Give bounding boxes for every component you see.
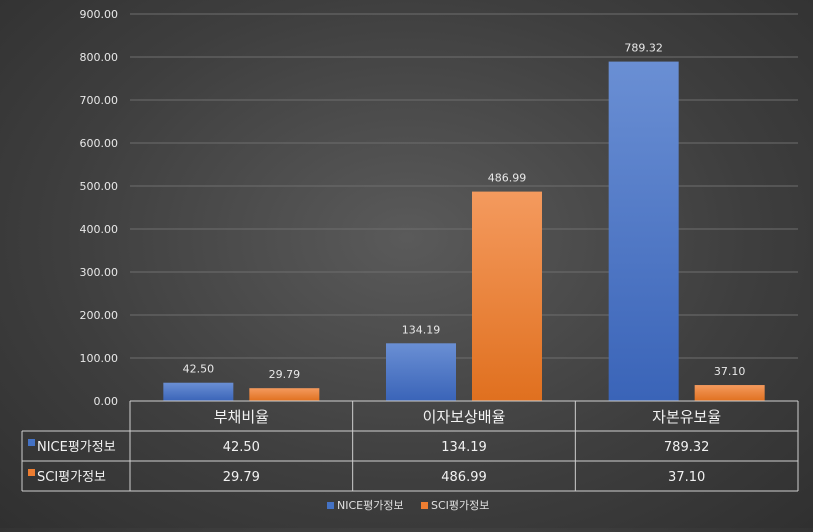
table-cell: 134.19 — [441, 440, 487, 455]
series-row-label: SCI평가정보 — [37, 470, 106, 485]
y-tick-label: 800.00 — [80, 51, 119, 64]
table-cell: 37.10 — [668, 470, 705, 485]
bars — [163, 61, 765, 401]
y-tick-label: 900.00 — [80, 8, 119, 21]
y-axis-ticks: 0.00 100.00 200.00 300.00 400.00 500.00 600.00… — [80, 8, 119, 408]
data-label: 486.99 — [488, 172, 527, 185]
series-key — [28, 439, 35, 446]
bar — [386, 343, 456, 401]
y-tick-label: 700.00 — [80, 94, 119, 107]
category-label: 자본유보율 — [652, 408, 721, 426]
y-tick-label: 600.00 — [80, 137, 119, 150]
table-cell: 42.50 — [223, 440, 260, 455]
series-row-label: NICE평가정보 — [37, 440, 116, 455]
data-label: 789.32 — [624, 42, 663, 55]
table-cell: 29.79 — [223, 470, 260, 485]
category-label: 부채비율 — [214, 408, 269, 426]
y-tick-label: 200.00 — [80, 309, 119, 322]
y-tick-label: 500.00 — [80, 180, 119, 193]
series-key — [28, 469, 35, 476]
data-labels: 42.50 134.19 789.32 29.79 486.99 37.10 — [183, 42, 746, 382]
table-cell: 486.99 — [441, 470, 487, 485]
y-tick-label: 300.00 — [80, 266, 119, 279]
y-tick-label: 400.00 — [80, 223, 119, 236]
legend-label: NICE평가정보 — [337, 499, 404, 512]
category-label: 이자보상배율 — [423, 408, 506, 426]
legend-label: SCI평가정보 — [431, 499, 489, 512]
data-label: 42.50 — [183, 363, 215, 376]
bar — [694, 385, 765, 401]
legend-swatch — [421, 502, 428, 509]
y-tick-label: 0.00 — [94, 395, 119, 408]
bar — [163, 382, 234, 401]
legend: NICE평가정보 SCI평가정보 — [327, 499, 489, 512]
bar — [249, 388, 320, 401]
gridlines — [130, 13, 798, 359]
data-label: 134.19 — [402, 323, 441, 336]
data-label: 37.10 — [714, 365, 746, 378]
y-tick-label: 100.00 — [80, 352, 119, 365]
legend-swatch — [327, 502, 334, 509]
bar — [608, 61, 679, 401]
bar — [472, 191, 542, 401]
data-label: 29.79 — [269, 368, 301, 381]
data-table: 부채비율 이자보상배율 자본유보율 NICE평가정보 42.50 134.19 789.32… — [21, 400, 799, 492]
table-cell: 789.32 — [664, 440, 710, 455]
